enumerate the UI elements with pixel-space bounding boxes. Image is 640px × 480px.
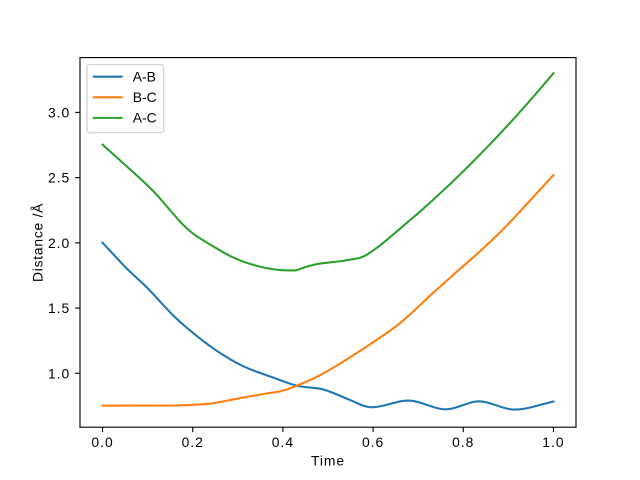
- svg-text:B-C: B-C: [133, 89, 157, 105]
- svg-text:1.5: 1.5: [48, 300, 70, 316]
- svg-text:Time: Time: [311, 452, 345, 468]
- svg-text:0.4: 0.4: [272, 434, 294, 450]
- svg-text:0.6: 0.6: [362, 434, 384, 450]
- svg-text:A-C: A-C: [133, 110, 157, 126]
- svg-text:0.2: 0.2: [182, 434, 204, 450]
- svg-text:Distance /Å: Distance /Å: [30, 203, 46, 282]
- svg-text:1.0: 1.0: [48, 365, 70, 381]
- svg-text:A-B: A-B: [133, 69, 156, 85]
- svg-text:0.8: 0.8: [452, 434, 474, 450]
- svg-text:1.0: 1.0: [542, 434, 564, 450]
- svg-text:3.0: 3.0: [48, 104, 70, 120]
- svg-text:0.0: 0.0: [91, 434, 113, 450]
- svg-text:2.5: 2.5: [48, 170, 70, 186]
- svg-text:2.0: 2.0: [48, 235, 70, 251]
